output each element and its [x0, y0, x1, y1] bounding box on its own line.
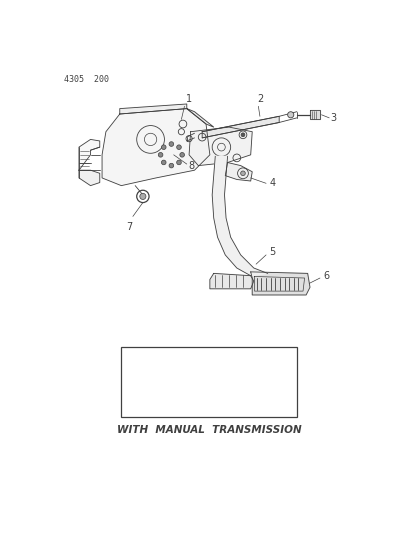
Text: 2: 2 [257, 94, 263, 104]
Polygon shape [212, 156, 268, 276]
Polygon shape [79, 170, 100, 185]
Polygon shape [189, 127, 252, 166]
Circle shape [177, 160, 181, 165]
Polygon shape [210, 273, 254, 289]
Circle shape [162, 160, 166, 165]
Polygon shape [79, 140, 100, 170]
Text: 5: 5 [184, 358, 190, 367]
Polygon shape [102, 109, 210, 185]
Text: 1: 1 [186, 94, 192, 104]
Polygon shape [310, 110, 320, 119]
Polygon shape [158, 370, 214, 403]
Polygon shape [251, 272, 310, 295]
Circle shape [241, 171, 245, 175]
Text: 7: 7 [126, 222, 132, 232]
Text: 4: 4 [269, 179, 275, 188]
Text: 4305  200: 4305 200 [64, 75, 109, 84]
Circle shape [177, 145, 181, 150]
Polygon shape [187, 109, 214, 127]
Bar [121, 348, 297, 417]
Text: 8: 8 [188, 160, 195, 171]
Polygon shape [202, 116, 279, 138]
Circle shape [162, 145, 166, 150]
Circle shape [140, 193, 146, 199]
Circle shape [169, 163, 174, 168]
Circle shape [169, 142, 174, 147]
Text: 5: 5 [269, 247, 275, 257]
Text: 6: 6 [323, 271, 329, 281]
Circle shape [158, 152, 163, 157]
Circle shape [241, 133, 245, 137]
Text: 6: 6 [212, 363, 218, 372]
Circle shape [288, 112, 294, 118]
Circle shape [180, 152, 184, 157]
Text: WITH  MANUAL  TRANSMISSION: WITH MANUAL TRANSMISSION [117, 425, 302, 435]
Polygon shape [225, 163, 252, 181]
Text: 3: 3 [331, 113, 337, 123]
Polygon shape [120, 104, 187, 114]
Polygon shape [138, 360, 161, 399]
